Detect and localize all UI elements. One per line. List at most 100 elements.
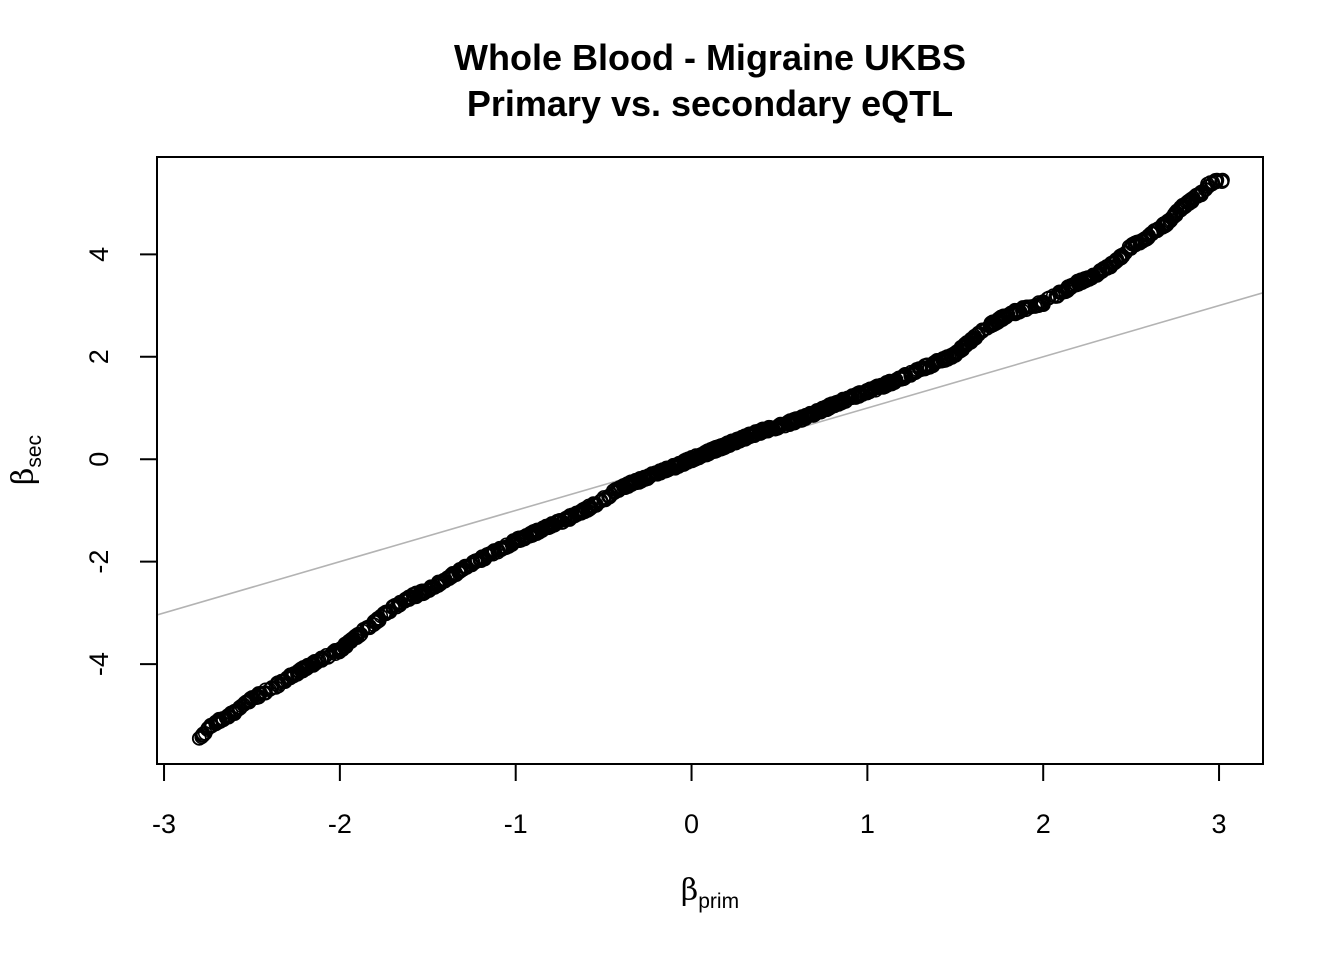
data-point xyxy=(483,545,499,561)
data-point xyxy=(244,691,260,707)
data-point xyxy=(671,459,686,474)
data-point xyxy=(789,412,805,428)
y-axis-label-symbol: β xyxy=(6,468,41,485)
data-point xyxy=(1194,185,1209,201)
data-point xyxy=(983,317,998,333)
data-point xyxy=(209,714,225,729)
y-axis-label: βsec xyxy=(6,435,46,485)
data-point xyxy=(1204,176,1220,192)
data-point xyxy=(715,440,730,455)
data-point xyxy=(877,377,893,393)
data-point xyxy=(300,658,316,674)
data-point xyxy=(754,423,770,439)
data-point xyxy=(490,543,506,558)
data-point xyxy=(736,430,752,446)
data-point xyxy=(711,440,726,455)
x-axis: -3 -2 -1 0 1 2 3 xyxy=(152,763,1227,839)
data-point xyxy=(561,510,576,526)
data-point xyxy=(297,660,313,676)
data-point xyxy=(1215,172,1230,188)
data-point xyxy=(770,419,786,435)
data-point xyxy=(196,728,211,743)
data-point xyxy=(438,572,453,587)
data-point xyxy=(1000,307,1016,323)
data-point xyxy=(842,390,858,406)
data-point xyxy=(473,551,488,567)
data-point xyxy=(860,384,875,399)
data-point xyxy=(780,415,796,430)
x-axis-label-subscript: prim xyxy=(698,890,739,913)
data-point xyxy=(1168,207,1184,223)
data-point xyxy=(1048,289,1064,304)
data-point xyxy=(1088,267,1104,283)
data-point xyxy=(881,377,897,392)
data-point xyxy=(930,354,946,370)
data-point xyxy=(332,642,348,658)
data-point xyxy=(947,346,963,362)
data-point xyxy=(1185,190,1201,206)
data-point xyxy=(965,331,981,347)
data-point xyxy=(242,694,257,710)
data-point xyxy=(367,614,383,630)
data-point xyxy=(824,398,840,413)
chart-title-group: Whole Blood - Migraine UKBS Primary vs. … xyxy=(454,37,966,124)
data-point xyxy=(1018,300,1033,316)
y-tick-label: 4 xyxy=(84,247,114,262)
data-point xyxy=(543,518,559,534)
data-point xyxy=(420,582,436,598)
y-tick-label: 2 xyxy=(84,349,114,364)
data-point xyxy=(719,437,735,453)
data-point xyxy=(857,385,873,401)
data-point xyxy=(912,362,928,377)
data-point xyxy=(1035,295,1051,311)
y-tick-label: -4 xyxy=(84,652,114,676)
data-point xyxy=(615,478,631,493)
data-point xyxy=(596,491,611,507)
data-point xyxy=(1053,285,1069,301)
y-tick-label: 0 xyxy=(84,452,114,467)
data-point xyxy=(663,461,679,476)
x-tick-label: 0 xyxy=(684,809,699,839)
data-point xyxy=(276,673,291,689)
data-point xyxy=(508,533,524,549)
data-point xyxy=(481,546,497,562)
data-point xyxy=(895,369,910,385)
data-point xyxy=(613,480,629,495)
data-point xyxy=(402,590,418,605)
chart-subtitle: Primary vs. secondary eQTL xyxy=(467,83,953,124)
data-point xyxy=(1071,275,1086,290)
data-point xyxy=(1103,259,1118,275)
data-point xyxy=(1141,229,1157,244)
chart-title: Whole Blood - Migraine UKBS xyxy=(454,37,966,78)
data-point xyxy=(385,600,400,616)
points-layer xyxy=(191,172,1230,746)
data-point xyxy=(1073,272,1088,288)
x-tick-label: 3 xyxy=(1212,809,1227,839)
data-point xyxy=(835,391,851,407)
data-point xyxy=(350,628,365,644)
data-point xyxy=(631,473,647,489)
data-point xyxy=(807,405,822,421)
data-point xyxy=(279,671,295,686)
data-point xyxy=(1143,226,1159,241)
data-point xyxy=(314,651,330,667)
x-tick-label: 1 xyxy=(860,809,875,839)
data-point xyxy=(629,474,644,490)
data-point xyxy=(227,705,242,721)
data-point xyxy=(1123,239,1139,254)
data-point xyxy=(262,682,277,698)
data-point xyxy=(1158,216,1174,231)
x-tick-label: -1 xyxy=(504,809,528,839)
data-point xyxy=(917,361,933,377)
y-axis-label-subscript: sec xyxy=(23,435,46,468)
y-tick-label: -2 xyxy=(84,550,114,574)
data-point xyxy=(788,412,804,427)
data-point xyxy=(684,451,699,467)
data-point xyxy=(1005,306,1021,322)
x-tick-label: -3 xyxy=(152,809,176,839)
data-point xyxy=(1106,256,1121,271)
data-point xyxy=(455,562,471,577)
data-point xyxy=(772,418,787,434)
data-point xyxy=(525,526,541,541)
